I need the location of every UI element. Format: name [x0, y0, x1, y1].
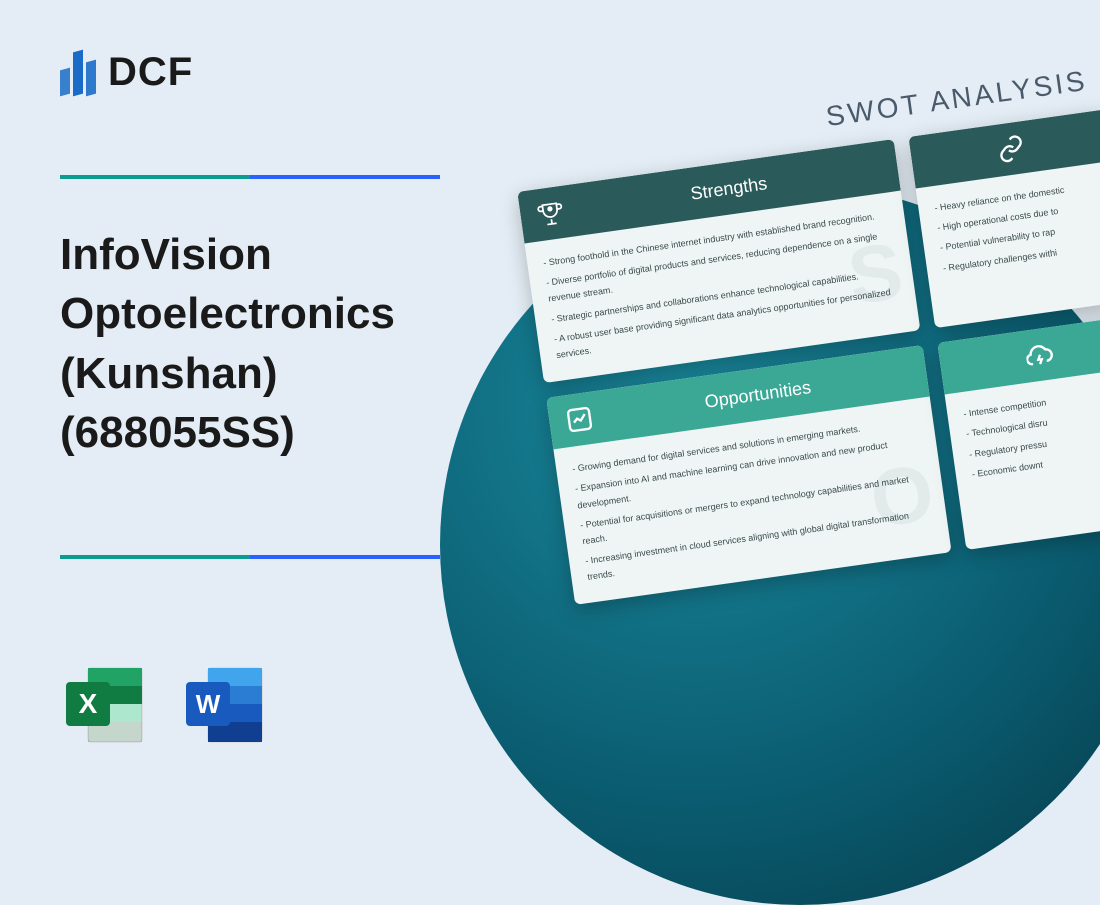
swot-threats-card: Intense competition Technological disru …	[937, 315, 1100, 550]
title-line: (688055SS)	[60, 403, 395, 462]
word-icon: W	[180, 660, 270, 750]
threats-list: Intense competition Technological disru …	[962, 383, 1100, 482]
trophy-icon	[535, 198, 567, 230]
title-line: (Kunshan)	[60, 344, 395, 403]
title-line: Optoelectronics	[60, 284, 395, 343]
title-line: InfoVision	[60, 225, 395, 284]
svg-text:W: W	[196, 689, 221, 719]
weaknesses-list: Heavy reliance on the domestic High oper…	[933, 177, 1100, 276]
storm-icon	[1024, 339, 1056, 371]
swot-weaknesses-card: Heavy reliance on the domestic High oper…	[908, 109, 1100, 328]
opportunities-list: Growing demand for digital services and …	[571, 413, 933, 586]
swot-preview: SWOT ANALYSIS Strengths Strong foothold …	[511, 59, 1100, 605]
link-icon	[995, 133, 1027, 165]
divider-bottom	[60, 555, 440, 559]
logo-bars-icon	[60, 51, 96, 95]
excel-icon: X	[60, 660, 150, 750]
svg-text:X: X	[79, 688, 98, 719]
file-icons: X W	[60, 660, 270, 750]
brand-logo: DCF	[60, 50, 193, 95]
swot-strengths-card: Strengths Strong foothold in the Chinese…	[517, 139, 920, 383]
divider-top	[60, 175, 440, 179]
brand-text: DCF	[108, 50, 193, 95]
page-title: InfoVision Optoelectronics (Kunshan) (68…	[60, 225, 395, 463]
chart-icon	[564, 404, 596, 436]
